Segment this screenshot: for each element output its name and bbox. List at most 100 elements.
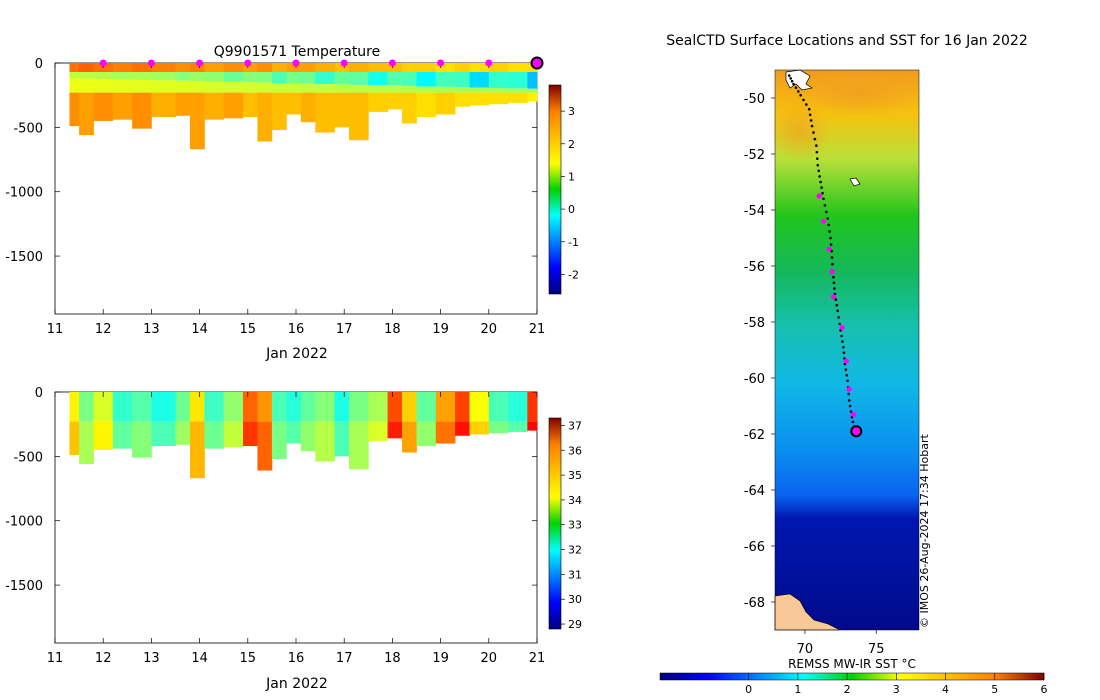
map-lat-tick-label: -56	[744, 260, 765, 275]
temperature-colorbar-tick-label: 3	[568, 105, 575, 118]
salinity-panel: 0 -500 -1000 -1500 11 12 13 14 15 16 17 18 19 20 21 J…	[5, 386, 582, 692]
temperature-profile-cell	[271, 63, 287, 73]
salinity-profile-cell	[112, 392, 133, 422]
sst-colorbar-label: REMSS MW-IR SST °C	[788, 657, 916, 671]
temperature-profile-cell	[242, 63, 258, 73]
temperature-profile-cell	[469, 92, 490, 106]
track-point	[789, 77, 792, 80]
temperature-profile-cell	[435, 63, 456, 73]
track-point	[807, 107, 811, 111]
salinity-colorbar-tick-label: 36	[568, 444, 582, 457]
temperature-colorbar-tick-label: 2	[568, 138, 575, 151]
salinity-profile-cell	[151, 392, 176, 422]
track-point	[815, 144, 818, 147]
temperature-profile-cell	[79, 63, 94, 73]
temperature-profile-cell	[488, 92, 509, 105]
track-point	[809, 119, 813, 122]
temperature-profile-cell	[286, 92, 302, 115]
temperature-profile-cell	[315, 63, 335, 73]
salinity-x-tick-label: 19	[432, 651, 449, 666]
temperature-profile-cell	[204, 81, 225, 93]
track-point	[826, 217, 830, 220]
track-point	[831, 262, 834, 266]
salinity-profile-cell	[271, 392, 287, 422]
temperature-profile-cell	[112, 79, 133, 93]
salinity-y-ticks: 0 -500 -1000 -1500	[5, 386, 537, 594]
track-point	[840, 334, 843, 338]
salinity-profile-cell	[469, 392, 490, 422]
salinity-colorbar-tick-label: 30	[568, 593, 582, 606]
salinity-profile-cell	[93, 392, 114, 422]
temperature-profile-cell	[387, 85, 403, 93]
temperature-profile-cell	[349, 92, 369, 141]
temperature-profile-cell	[93, 92, 114, 121]
track-point	[815, 157, 819, 160]
salinity-profile-cell	[132, 392, 152, 422]
salinity-colorbar	[548, 417, 562, 630]
surface-marker	[485, 59, 493, 67]
sst-map-panel: SealCTD Surface Locations and SST for 16…	[659, 33, 1048, 696]
salinity-x-axis-label: Jan 2022	[265, 676, 328, 692]
temperature-profile-cell	[455, 63, 470, 73]
temperature-profile-cell	[349, 63, 369, 73]
track-point	[847, 392, 850, 396]
temperature-profile-cell	[455, 72, 470, 88]
track-point	[820, 186, 823, 189]
temperature-profile-cell	[132, 79, 152, 93]
salinity-profile-cell	[223, 421, 244, 448]
temperature-profile-cell	[204, 63, 225, 73]
temperature-colorbar	[548, 84, 562, 295]
temperature-profile-cell	[257, 82, 273, 93]
sst-colorbar-tick-label: 0	[745, 683, 752, 696]
daily-position-dot	[846, 386, 852, 392]
salinity-profile-cell	[387, 392, 403, 422]
salinity-profile-cell	[257, 421, 273, 471]
warm-water-patch-north	[802, 68, 918, 116]
salinity-profile-cell	[435, 421, 456, 444]
temperature-profile-cell	[416, 63, 437, 73]
salinity-profile-cell	[469, 421, 490, 435]
temperature-profile-cell	[132, 92, 152, 129]
temperature-profile-cell	[223, 81, 244, 93]
temperature-profile-cell	[334, 63, 350, 73]
track-point	[812, 131, 815, 134]
track-point	[821, 191, 824, 195]
daily-position-dot	[850, 411, 857, 417]
track-point	[796, 90, 800, 93]
map-lat-tick-label: -54	[744, 204, 765, 219]
temperature-profile-cell	[93, 72, 114, 80]
track-point	[829, 243, 833, 246]
temperature-x-tick-label: 19	[432, 322, 449, 337]
temperature-profile-cell	[368, 92, 388, 112]
temperature-profile-cell	[368, 85, 388, 93]
salinity-profile-cell	[315, 421, 335, 462]
temperature-profile-cell	[223, 72, 244, 82]
salinity-colorbar-tick-label: 34	[568, 494, 582, 507]
temperature-profile-cell	[300, 92, 316, 123]
temperature-profile-cell	[189, 81, 205, 93]
temperature-profile-cell	[69, 78, 80, 93]
salinity-profile-cell	[402, 392, 417, 422]
track-point	[833, 287, 836, 290]
temperature-profile-cell	[271, 72, 287, 84]
current-profile-marker	[530, 56, 544, 70]
temperature-profile-cell	[93, 79, 114, 93]
track-point	[842, 345, 845, 349]
track-point	[805, 103, 808, 106]
temperature-profile-cell	[488, 72, 509, 88]
temperature-profile-cell	[112, 92, 133, 120]
temperature-profile-cell	[151, 92, 176, 118]
sst-colorbar-ticks: 0 1 2 3 4 5 6	[745, 673, 1048, 696]
daily-position-dot	[839, 325, 845, 331]
sst-colorbar-tick-label: 1	[794, 683, 801, 696]
track-point	[830, 256, 834, 259]
salinity-profile-cell	[223, 392, 244, 422]
temperature-y-tick-label: -1000	[5, 186, 43, 201]
temperature-profile-cell	[402, 86, 417, 93]
salinity-profile-cell	[300, 392, 316, 422]
map-lat-tick-label: -68	[744, 596, 765, 611]
daily-position-dot	[816, 193, 822, 199]
map-frame	[774, 69, 920, 631]
map-title: SealCTD Surface Locations and SST for 16…	[666, 33, 1027, 49]
